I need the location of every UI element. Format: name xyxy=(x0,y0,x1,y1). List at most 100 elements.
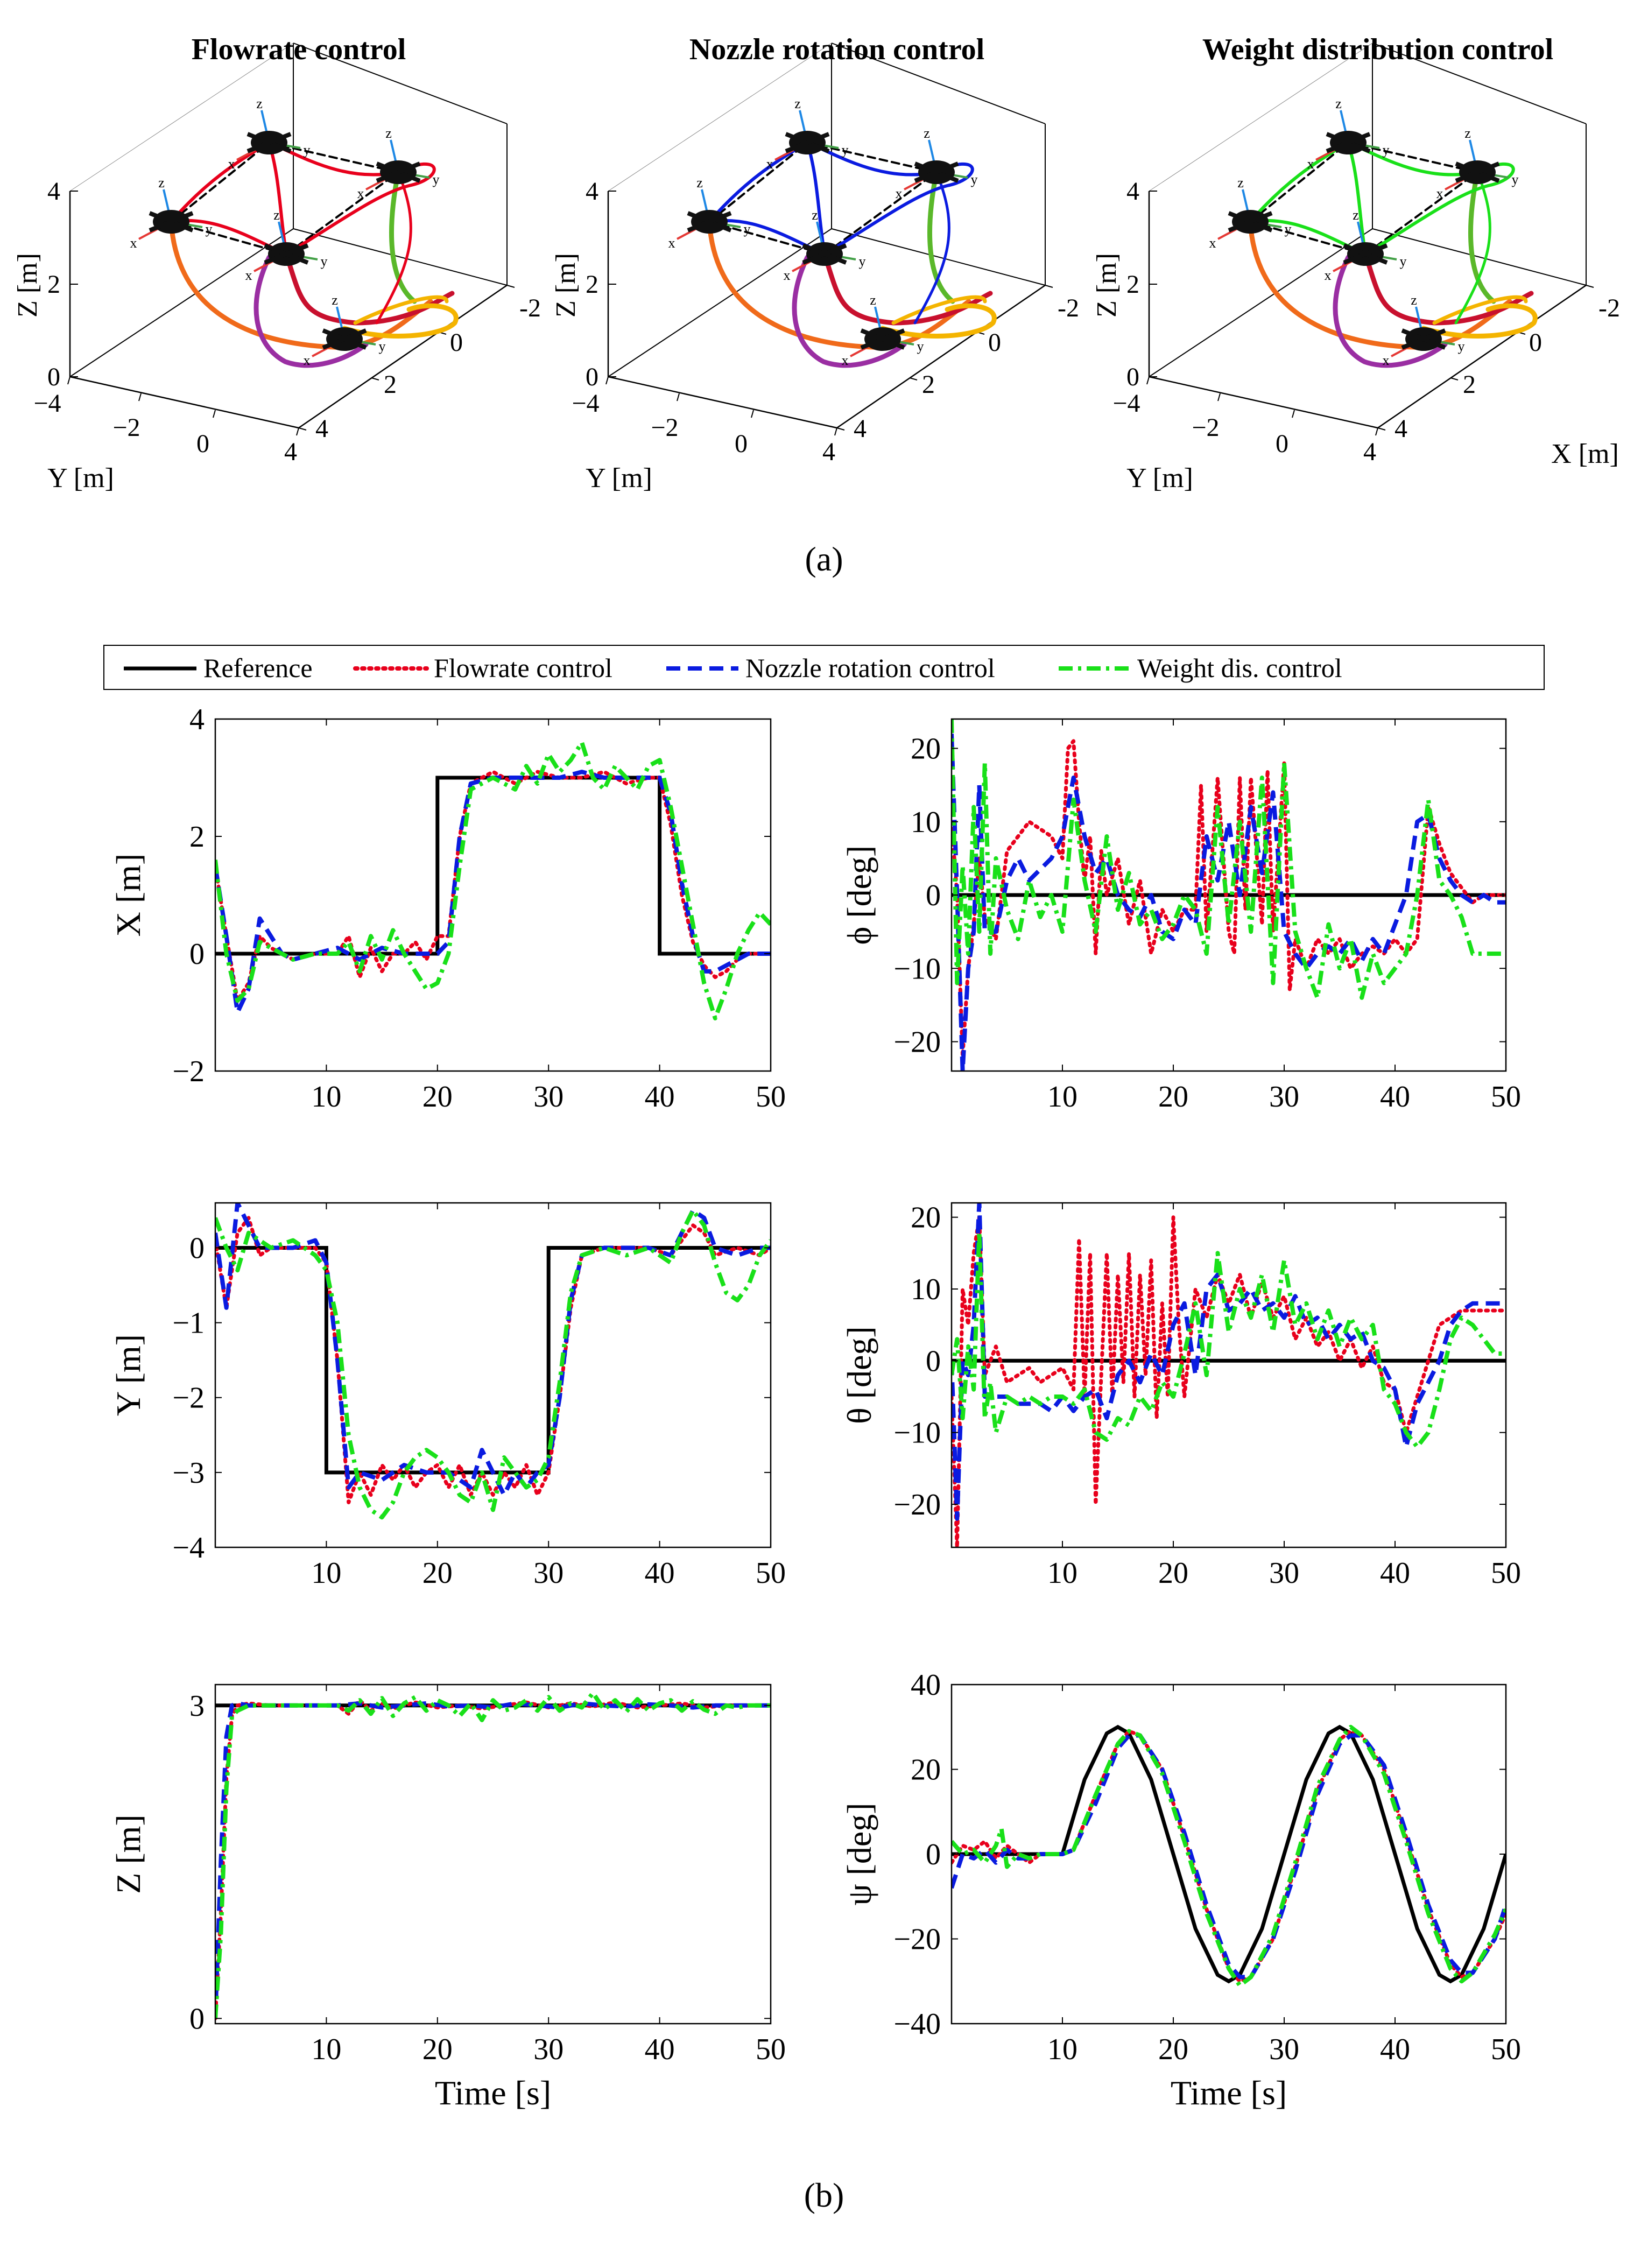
box-edge-floor-left xyxy=(1149,228,1373,377)
drone-axis-letter: z xyxy=(1464,125,1471,141)
drone-axis-letter: z xyxy=(870,292,876,308)
trajectory-control-3 xyxy=(375,171,412,325)
x-tick-label: 30 xyxy=(1269,1080,1299,1114)
x-tick-label: 40 xyxy=(1380,1556,1410,1590)
plot-area xyxy=(952,1203,1506,1547)
plot3d-weight: Weight distribution control 0 2 4 Z [m] −4 −2 0… xyxy=(1091,33,1620,494)
drone-arm xyxy=(1455,161,1500,183)
series-line-reference xyxy=(215,1246,771,1475)
y-tick-mark xyxy=(67,376,71,385)
plot-area xyxy=(952,719,1506,1071)
legend-label-nozzle: Nozzle rotation control xyxy=(745,653,995,683)
y-tick-label: −3 xyxy=(172,1456,205,1490)
drone-axis-letter: x xyxy=(1209,235,1216,251)
x-axis xyxy=(1377,284,1587,429)
drone-arm xyxy=(1228,211,1273,233)
drone-axis-letter: y xyxy=(1285,221,1292,237)
x-tick-label: -2 xyxy=(519,294,541,322)
drone-arm xyxy=(264,243,309,265)
box-edge-floor-back xyxy=(293,228,508,286)
trajectory-orange xyxy=(168,219,433,350)
y-tick-label: −20 xyxy=(893,1923,941,1956)
drone-axis-letter: y xyxy=(744,221,751,237)
y-tick-label: −1 xyxy=(172,1307,205,1340)
y-tick-mark xyxy=(677,393,680,402)
y-tick-label: −4 xyxy=(1112,389,1140,418)
panel-b-label: (b) xyxy=(804,2176,844,2214)
series-line-weight-dis-control xyxy=(215,1691,771,2019)
x-tick-label: 20 xyxy=(422,1556,453,1590)
drone-axis-letter: z xyxy=(1237,175,1244,191)
y-axis-label: X [m] xyxy=(109,854,147,937)
z-tick-label: 0 xyxy=(1126,363,1139,391)
x-axis xyxy=(298,284,508,429)
y-tick-label: 0 xyxy=(926,879,941,912)
drone-axis-letter: y xyxy=(206,221,213,237)
series-line-nozzle-rotation-control xyxy=(215,1701,771,2019)
reference-path xyxy=(1249,142,1349,223)
z-tick-label: 0 xyxy=(47,363,60,391)
reference-path xyxy=(170,142,270,223)
z-tick-label: 2 xyxy=(47,270,60,299)
series-line-weight-dis-control xyxy=(952,719,1506,1000)
drone-axis-letter: z xyxy=(794,96,801,111)
x-tick-mark xyxy=(836,427,845,431)
x-tick-label: 50 xyxy=(1491,2033,1521,2066)
y-tick-label: −10 xyxy=(893,952,941,985)
x-tick-label: 20 xyxy=(422,1080,453,1114)
drone-axis-letter: x xyxy=(245,267,252,283)
drone-axis-letter: y xyxy=(917,339,924,354)
x-tick-mark xyxy=(1377,427,1386,431)
box-edge-floor-left xyxy=(608,228,832,377)
drone-axis-letter: y xyxy=(971,172,978,187)
z-axis-label: Z [m] xyxy=(1091,253,1122,318)
reference-path xyxy=(1347,142,1478,173)
x-tick-mark xyxy=(1450,377,1459,381)
series-line-flowrate-control xyxy=(215,1698,771,2020)
trajectory-control-3 xyxy=(1454,171,1491,325)
x-tick-label: 2 xyxy=(384,370,397,399)
x-tick-label: 4 xyxy=(1395,414,1407,443)
y-axis-label: Y [m] xyxy=(47,463,114,494)
series-line-weight-dis-control xyxy=(952,1724,1506,1988)
x-tick-label: 0 xyxy=(450,328,463,357)
trajectory-green xyxy=(389,170,417,304)
legend: Reference Flowrate control Nozzle rotati… xyxy=(103,645,1545,690)
y-tick-mark xyxy=(1292,410,1295,418)
drone-axis-letter: x xyxy=(130,235,137,251)
y-tick-label: 2 xyxy=(189,820,205,854)
trajectory-yellow-2 xyxy=(891,295,987,325)
plot-z-position: 10 20 30 40 50 0 3 Z [m] Time [s] xyxy=(109,1684,786,2112)
x-tick-label: 50 xyxy=(756,1556,786,1590)
drone-axis-letter: x xyxy=(896,186,903,201)
y-axis-label: Y [m] xyxy=(1126,463,1193,494)
y-axis xyxy=(69,376,299,429)
x-tick-label: 10 xyxy=(1047,1080,1077,1114)
y-axis xyxy=(608,376,837,429)
plot-area xyxy=(952,1724,1506,1988)
drone-axis-letter: y xyxy=(1400,253,1407,269)
x-tick-label: 20 xyxy=(422,2033,453,2066)
drone-arm xyxy=(1343,243,1388,265)
drone-axis-letter: z xyxy=(273,207,280,223)
drone-axis-letter: x xyxy=(228,156,235,172)
y-tick-mark xyxy=(1146,376,1150,385)
x-tick-label: 40 xyxy=(645,1080,675,1114)
drone-arm xyxy=(785,132,830,153)
drone-axis-letter: z xyxy=(256,96,263,111)
z-tick-label: 4 xyxy=(1126,177,1139,206)
y-axis xyxy=(1149,376,1378,429)
y-tick-label: 40 xyxy=(911,1668,941,1702)
y-tick-label: −20 xyxy=(893,1488,941,1522)
drone-axis-letter: y xyxy=(379,339,386,354)
y-tick-mark xyxy=(1375,427,1378,436)
y-tick-label: −2 xyxy=(1192,413,1219,442)
trajectory-green xyxy=(1468,170,1496,304)
drone-axis-letter: y xyxy=(842,142,849,158)
x-tick-label: 50 xyxy=(1491,1080,1521,1114)
plot3d-flowrate: Flowrate control 0 2 4 Z [m] −4 −2 0 4 Y [m] 4 2 0 -2… xyxy=(12,33,541,494)
trajectory-control-2 xyxy=(267,141,288,256)
drone-axis-letter: z xyxy=(696,175,703,191)
panel-a-label: (a) xyxy=(805,540,843,578)
trajectory-control-2 xyxy=(806,141,826,256)
